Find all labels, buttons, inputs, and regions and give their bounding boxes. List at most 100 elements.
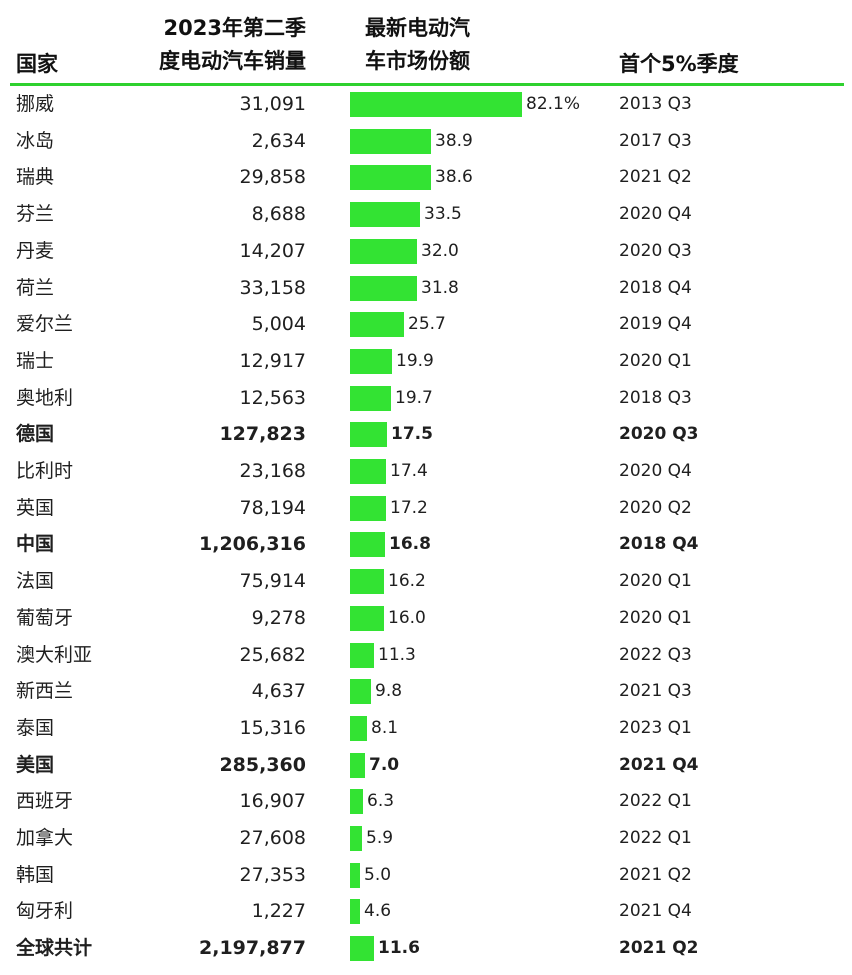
share-label: 16.0 [388, 607, 426, 628]
sales-value: 2,197,877 [199, 937, 306, 960]
country-name: 新西兰 [16, 680, 74, 703]
table-row: 荷兰 33,158 31.8 2018 Q4 [0, 270, 852, 307]
share-bar [350, 862, 360, 888]
table-row: 全球共计 2,197,877 11.6 2021 Q2 [0, 930, 852, 967]
first-quarter: 2018 Q4 [619, 277, 692, 298]
first-quarter: 2020 Q1 [619, 350, 692, 371]
share-bar [350, 385, 391, 411]
share-label: 6.3 [367, 791, 395, 812]
sales-value: 1,227 [251, 900, 306, 923]
first-quarter: 2021 Q4 [619, 901, 692, 922]
sales-value: 16,907 [239, 790, 306, 813]
share-bar [350, 92, 522, 117]
share-bar [350, 532, 385, 558]
first-quarter: 2020 Q1 [619, 571, 692, 592]
table-row: 韩国 27,353 5.0 2021 Q2 [0, 857, 852, 894]
first-quarter: 2013 Q3 [619, 94, 692, 114]
sales-value: 12,917 [239, 349, 306, 372]
first-quarter: 2021 Q2 [619, 167, 692, 188]
table-row: 葡萄牙 9,278 16.0 2020 Q1 [0, 600, 852, 637]
share-label: 9.8 [375, 681, 403, 702]
share-bar [350, 899, 360, 925]
share-bar [350, 422, 387, 448]
first-quarter: 2023 Q1 [619, 717, 692, 738]
share-label: 32.0 [421, 240, 459, 261]
table-row: 西班牙 16,907 6.3 2022 Q1 [0, 783, 852, 820]
sales-value: 33,158 [239, 276, 306, 299]
table-row: 泰国 15,316 8.1 2023 Q1 [0, 710, 852, 747]
sales-value: 23,168 [239, 460, 306, 482]
share-bar [350, 128, 431, 154]
country-name: 泰国 [16, 716, 55, 739]
sales-value: 8,688 [251, 203, 306, 226]
share-bar [350, 605, 384, 631]
share-bar [350, 459, 386, 484]
country-name: 西班牙 [16, 790, 74, 813]
share-label: 4.6 [364, 901, 392, 922]
table-row: 新西兰 4,637 9.8 2021 Q3 [0, 673, 852, 710]
table-row: 丹麦 14,207 32.0 2020 Q3 [0, 233, 852, 270]
country-name: 冰岛 [16, 129, 55, 152]
share-label: 11.3 [378, 644, 416, 665]
sales-value: 78,194 [239, 496, 306, 519]
sales-value: 31,091 [239, 93, 306, 115]
share-label: 19.9 [396, 350, 434, 371]
share-bar [350, 165, 431, 191]
country-name: 法国 [16, 570, 55, 593]
share-bar [350, 238, 417, 264]
table-row: 冰岛 2,634 38.9 2017 Q3 [0, 123, 852, 160]
column-header-sales-line1: 2023年第二季 [163, 16, 306, 40]
column-header-sales: 2023年第二季 度电动汽车销量 [159, 12, 306, 78]
share-bar [350, 348, 392, 374]
first-quarter: 2021 Q2 [619, 938, 699, 959]
country-name: 挪威 [16, 93, 55, 115]
share-bar [350, 826, 362, 851]
column-header-first-quarter: 首个5%季度 [619, 52, 739, 76]
first-quarter: 2021 Q2 [619, 864, 692, 885]
table-row: 挪威 31,091 82.1% 2013 Q3 [0, 86, 852, 123]
table-row: 瑞典 29,858 38.6 2021 Q2 [0, 159, 852, 196]
share-bar [350, 679, 371, 705]
table-row: 匈牙利 1,227 4.6 2021 Q4 [0, 893, 852, 930]
column-header-share: 最新电动汽 车市场份额 [365, 12, 470, 78]
first-quarter: 2020 Q4 [619, 204, 692, 225]
share-label: 8.1 [371, 717, 399, 738]
sales-value: 25,682 [239, 643, 306, 666]
sales-value: 4,637 [251, 680, 306, 703]
country-name: 瑞士 [16, 349, 55, 372]
first-quarter: 2020 Q4 [619, 461, 692, 481]
table-row: 法国 75,914 16.2 2020 Q1 [0, 563, 852, 600]
first-quarter: 2020 Q3 [619, 240, 692, 261]
share-label: 17.5 [391, 424, 433, 445]
sales-value: 1,206,316 [199, 533, 306, 556]
country-name: 澳大利亚 [16, 643, 93, 666]
share-bar [350, 275, 417, 301]
country-name: 瑞典 [16, 166, 55, 189]
country-name: 比利时 [16, 460, 74, 482]
column-header-country: 国家 [16, 52, 58, 76]
table-row: 瑞士 12,917 19.9 2020 Q1 [0, 343, 852, 380]
sales-value: 12,563 [239, 386, 306, 409]
share-label: 7.0 [369, 754, 400, 775]
header-divider [10, 83, 844, 86]
share-label: 38.6 [435, 167, 473, 188]
share-label: 16.8 [389, 534, 431, 555]
first-quarter: 2022 Q1 [619, 791, 692, 812]
first-quarter: 2019 Q4 [619, 314, 692, 335]
sales-value: 15,316 [239, 716, 306, 739]
share-label: 16.2 [388, 571, 426, 592]
share-bar [350, 752, 365, 778]
sales-value: 9,278 [251, 606, 306, 629]
country-name: 韩国 [16, 863, 55, 886]
sales-value: 75,914 [239, 570, 306, 593]
sales-value: 27,608 [239, 827, 306, 849]
share-label: 5.9 [366, 828, 394, 848]
first-quarter: 2022 Q1 [619, 828, 692, 848]
share-label: 31.8 [421, 277, 459, 298]
country-name: 丹麦 [16, 239, 55, 262]
first-quarter: 2018 Q4 [619, 534, 699, 555]
sales-value: 5,004 [251, 313, 306, 336]
table-row: 美国 285,360 7.0 2021 Q4 [0, 747, 852, 784]
share-bar [350, 789, 363, 815]
sales-value: 285,360 [219, 753, 306, 776]
